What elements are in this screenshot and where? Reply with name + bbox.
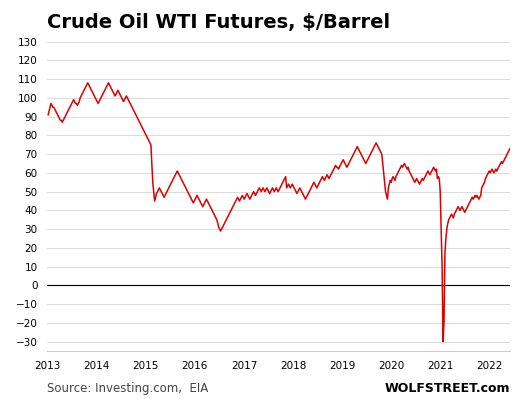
Text: Crude Oil WTI Futures, $/Barrel: Crude Oil WTI Futures, $/Barrel xyxy=(47,13,390,32)
Text: WOLFSTREET.com: WOLFSTREET.com xyxy=(385,382,510,395)
Text: Source: Investing.com,  EIA: Source: Investing.com, EIA xyxy=(47,382,209,395)
